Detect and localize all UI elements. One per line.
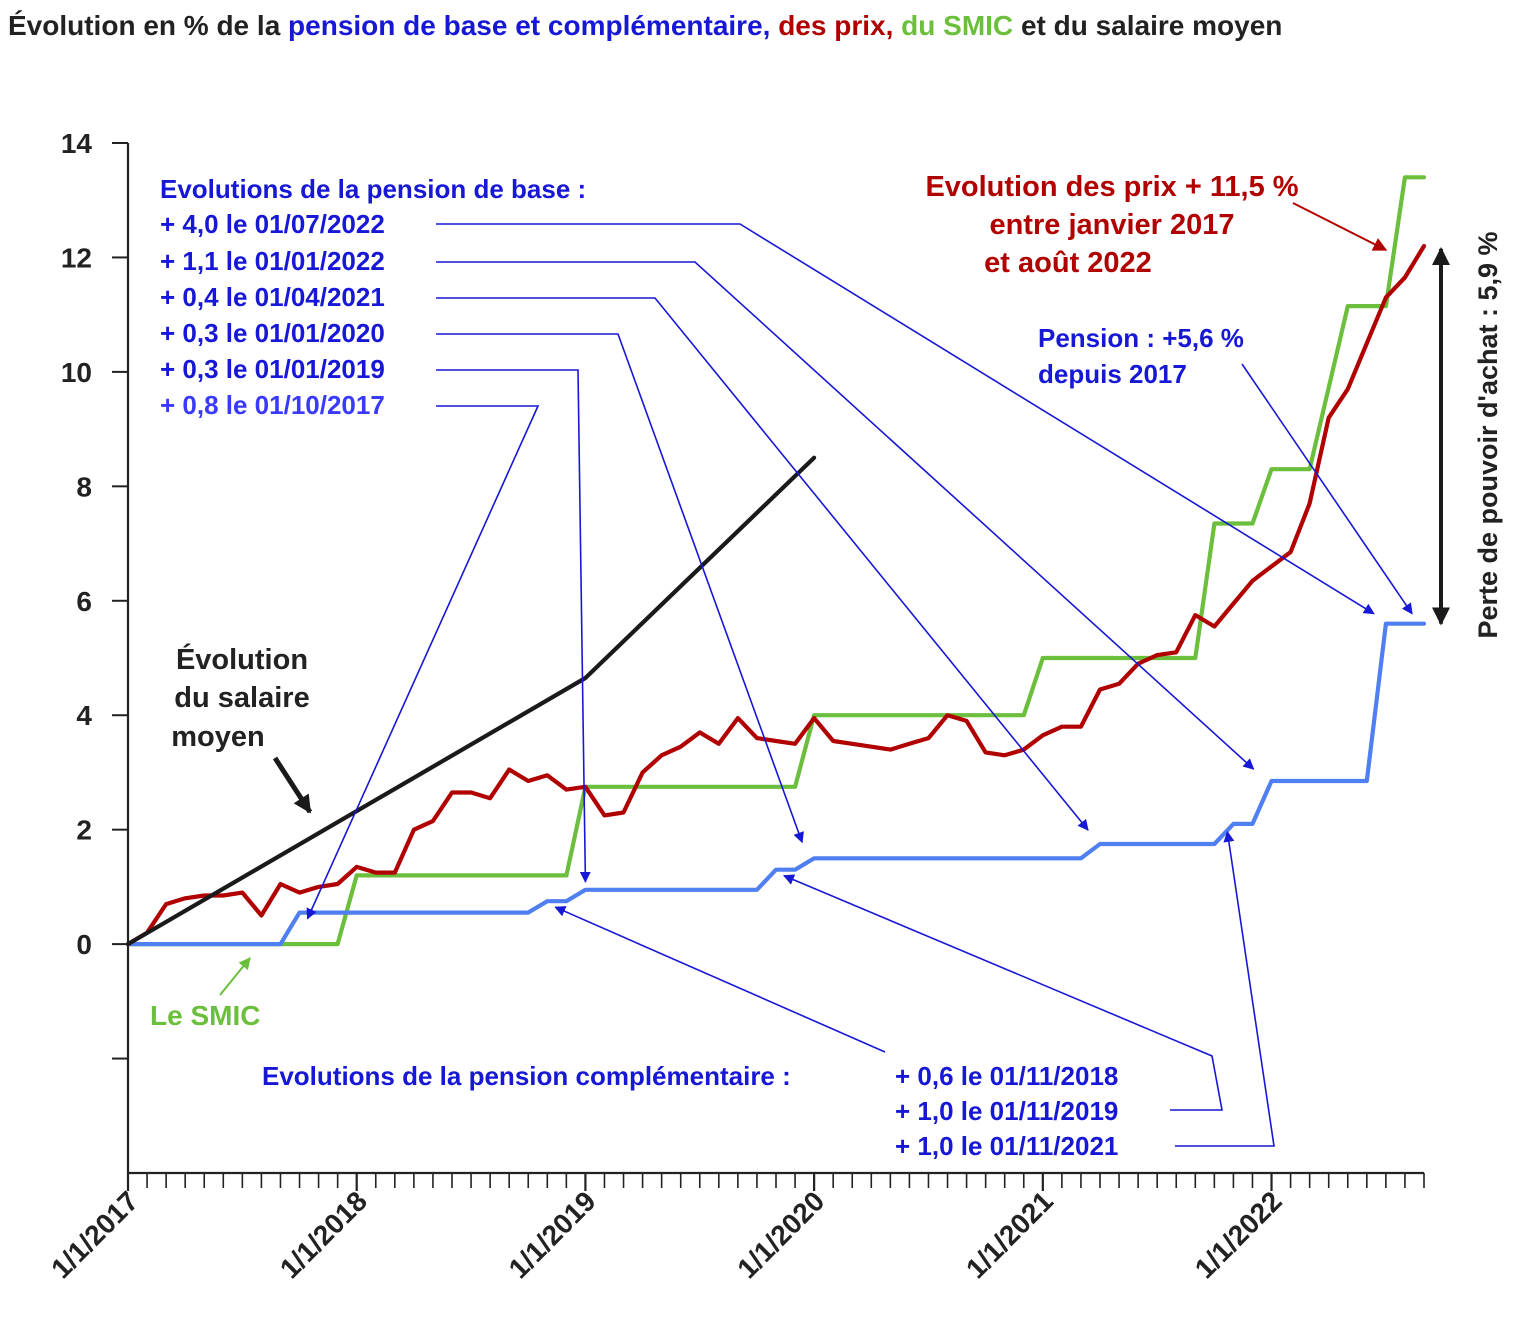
- y-tick-label: 2: [76, 815, 92, 846]
- series-line-pension: [125, 621, 1427, 947]
- connector-base-2017-10: [306, 405, 540, 920]
- connector-base-2022-01: [436, 261, 1255, 770]
- complementary-pension-item: + 0,6 le 01/11/2018: [895, 1061, 1118, 1091]
- connector-base-2021-04: [436, 297, 1089, 831]
- x-tick-label: 1/1/2018: [274, 1185, 373, 1284]
- base-pension-title: Evolutions de la pension de base :: [160, 174, 586, 204]
- x-tick-label: 1/1/2017: [45, 1185, 144, 1284]
- y-tick-label: 6: [76, 586, 92, 617]
- connector-pension-total: [1241, 363, 1413, 615]
- series-line-SMIC: [125, 175, 1427, 947]
- salary-label-line: moyen: [171, 721, 264, 753]
- y-tick-label: 8: [76, 471, 92, 502]
- connector-base-2022-07: [436, 223, 1375, 615]
- title-part-prices: des prix,: [778, 10, 893, 41]
- smic-label: Le SMIC: [150, 1000, 260, 1031]
- x-tick-label: 1/1/2021: [960, 1185, 1059, 1284]
- base-pension-item: + 0,8 le 01/10/2017: [160, 390, 385, 420]
- pension-total-line: depuis 2017: [1038, 359, 1187, 389]
- connector-comp-2019-11: [782, 874, 1223, 1111]
- x-tick-label: 1/1/2022: [1189, 1185, 1288, 1284]
- series-line-prix: [125, 243, 1427, 947]
- connector-salary: [272, 756, 313, 814]
- series-line-salaire-moyen: [125, 455, 817, 947]
- prices-label-line: Evolution des prix + 11,5 %: [925, 171, 1298, 203]
- connector-smic: [219, 957, 251, 996]
- y-tick-label: 0: [76, 929, 92, 960]
- base-pension-annotation: Evolutions de la pension de base : + 4,0…: [160, 174, 586, 420]
- chart-title: Évolution en % de la pension de base et …: [8, 10, 1282, 41]
- salary-annotation: Évolution du salaire moyen: [171, 642, 309, 753]
- pension-total-line: Pension : +5,6 %: [1038, 323, 1244, 353]
- prices-annotation: Evolution des prix + 11,5 % entre janvie…: [925, 171, 1298, 279]
- pension-total-annotation: Pension : +5,6 % depuis 2017: [1038, 323, 1244, 389]
- connector-base-2020-01: [436, 333, 804, 844]
- y-tick-label: 14: [61, 128, 93, 159]
- y-tick-label: 4: [76, 700, 92, 731]
- complementary-pension-item: + 1,0 le 01/11/2021: [895, 1131, 1118, 1161]
- title-part-salary: et du salaire moyen: [1021, 10, 1282, 41]
- x-tick-label: 1/1/2019: [503, 1185, 602, 1284]
- prices-label-line: et août 2022: [984, 247, 1152, 279]
- salary-label-line: Évolution: [176, 642, 308, 676]
- y-tick-label: 12: [61, 242, 92, 273]
- prices-label-line: entre janvier 2017: [989, 209, 1234, 241]
- annotation-connectors: [219, 202, 1450, 1147]
- purchasing-power-loss-label: Perte de pouvoir d'achat : 5,9 %: [1473, 231, 1503, 638]
- y-tick-label: 10: [61, 357, 92, 388]
- base-pension-item: + 0,4 le 01/04/2021: [160, 282, 385, 312]
- base-pension-item: + 0,3 le 01/01/2019: [160, 354, 385, 384]
- title-part-intro: Évolution en % de la: [8, 10, 288, 41]
- connector-prices: [1292, 202, 1388, 251]
- complementary-pension-title: Evolutions de la pension complémentaire …: [262, 1061, 791, 1091]
- base-pension-item: + 4,0 le 01/07/2022: [160, 209, 385, 239]
- salary-label-line: du salaire: [174, 682, 309, 714]
- title-part-pension: pension de base et complémentaire,: [288, 10, 770, 41]
- complementary-pension-item: + 1,0 le 01/11/2019: [895, 1096, 1118, 1126]
- connector-base-2019-01: [436, 369, 591, 883]
- base-pension-item: + 0,3 le 01/01/2020: [160, 318, 385, 348]
- title-part-smic: du SMIC: [901, 10, 1013, 41]
- complementary-pension-annotation: Evolutions de la pension complémentaire …: [262, 1061, 1118, 1161]
- connector-comp-2021-11: [1175, 830, 1275, 1147]
- connector-comp-2018-11: [554, 906, 886, 1053]
- series-layer: [125, 175, 1427, 947]
- x-tick-label: 1/1/2020: [731, 1185, 830, 1284]
- base-pension-item: + 1,1 le 01/01/2022: [160, 246, 385, 276]
